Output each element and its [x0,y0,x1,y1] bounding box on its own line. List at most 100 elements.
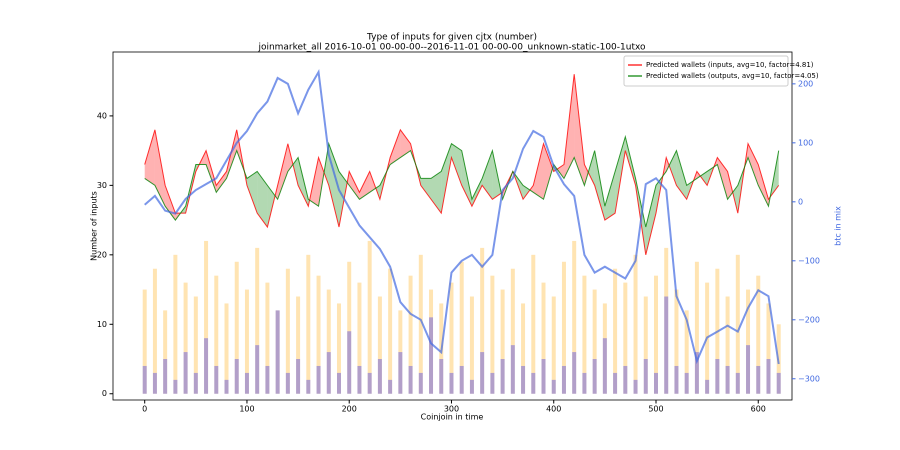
bar [142,365,147,394]
bar [204,240,209,394]
x-tick-label: 500 [648,405,663,414]
bar [531,254,536,394]
legend-label: Predicted wallets (outputs, avg=10, fact… [646,72,819,80]
bar [725,365,730,394]
bar [623,365,628,394]
bar [653,275,658,394]
fill-between [451,143,462,186]
fill-between [669,150,677,186]
x-tick-label: 0 [142,405,147,414]
bar [336,372,341,394]
fill-between [349,171,360,200]
bar [735,372,740,394]
bar [572,352,577,394]
fill-between [246,171,258,214]
bar [510,345,515,394]
x-axis-label: Coinjoin in time [421,413,484,422]
y-tick-label: 40 [97,111,107,120]
bar [152,372,157,394]
bar [347,261,352,394]
bar [551,296,556,394]
bar [551,379,556,394]
bar [224,303,229,394]
bar [224,379,229,394]
legend: Predicted wallets (inputs, avg=10, facto… [623,55,819,87]
fill-between [557,164,564,179]
bar [510,268,515,394]
bar [214,275,219,394]
fill-between [165,185,176,221]
fill-between [604,171,616,221]
bar [541,282,546,394]
fill-between [420,178,432,200]
bar [490,372,495,394]
bar [592,359,597,394]
fill-between [400,129,411,158]
x-tick-label: 600 [751,405,766,414]
bar [469,296,474,394]
bar [766,359,771,394]
fill-between [594,150,605,221]
fill-between [574,74,585,186]
bar [725,296,730,394]
bar [592,289,597,394]
line [144,134,780,228]
bar [684,310,689,394]
fill-between [543,143,553,200]
bar [674,365,679,394]
bar [746,345,751,394]
x-tick-label: 400 [546,405,561,414]
y2-axis-label: btc in mix [834,206,843,246]
y2-tick-label: 0 [798,197,803,206]
fill-between [359,171,370,200]
bar [265,365,270,394]
bar [367,372,372,394]
bar [776,372,781,394]
bar [388,379,393,394]
bar [633,254,638,394]
bar [377,296,382,394]
bar [367,240,372,394]
bar [316,365,321,394]
bar [326,352,331,394]
x-tick-label: 200 [342,405,357,414]
bar [664,296,669,394]
bar [357,282,362,394]
bar [500,289,505,394]
bar [735,254,740,394]
bar [664,247,669,394]
bar [459,365,464,394]
bar [561,365,566,394]
bar [336,303,341,394]
bar [684,372,689,394]
bar [398,310,403,394]
y-axis-label: Number of inputs [90,191,99,261]
bar [766,303,771,394]
bar [173,254,178,394]
bar [643,359,648,394]
fill-between [533,143,544,200]
bar [521,303,526,394]
fill-between [257,171,268,228]
fill-between [615,136,626,214]
bar [480,352,485,394]
legend-label: Predicted wallets (inputs, avg=10, facto… [646,61,814,69]
bar [326,289,331,394]
bar [234,261,239,394]
plot-area [142,68,781,394]
line [144,68,780,365]
bar [602,303,607,394]
bar [244,289,249,394]
bar [429,317,434,394]
legend-box [623,55,789,87]
fill-between [676,150,687,200]
bar [449,282,454,394]
x-tick-label: 100 [239,405,254,414]
fill-between [216,171,227,193]
fill-between [154,129,166,207]
bar [347,331,352,394]
bar [490,275,495,394]
bar [163,359,168,394]
bar [142,289,147,394]
